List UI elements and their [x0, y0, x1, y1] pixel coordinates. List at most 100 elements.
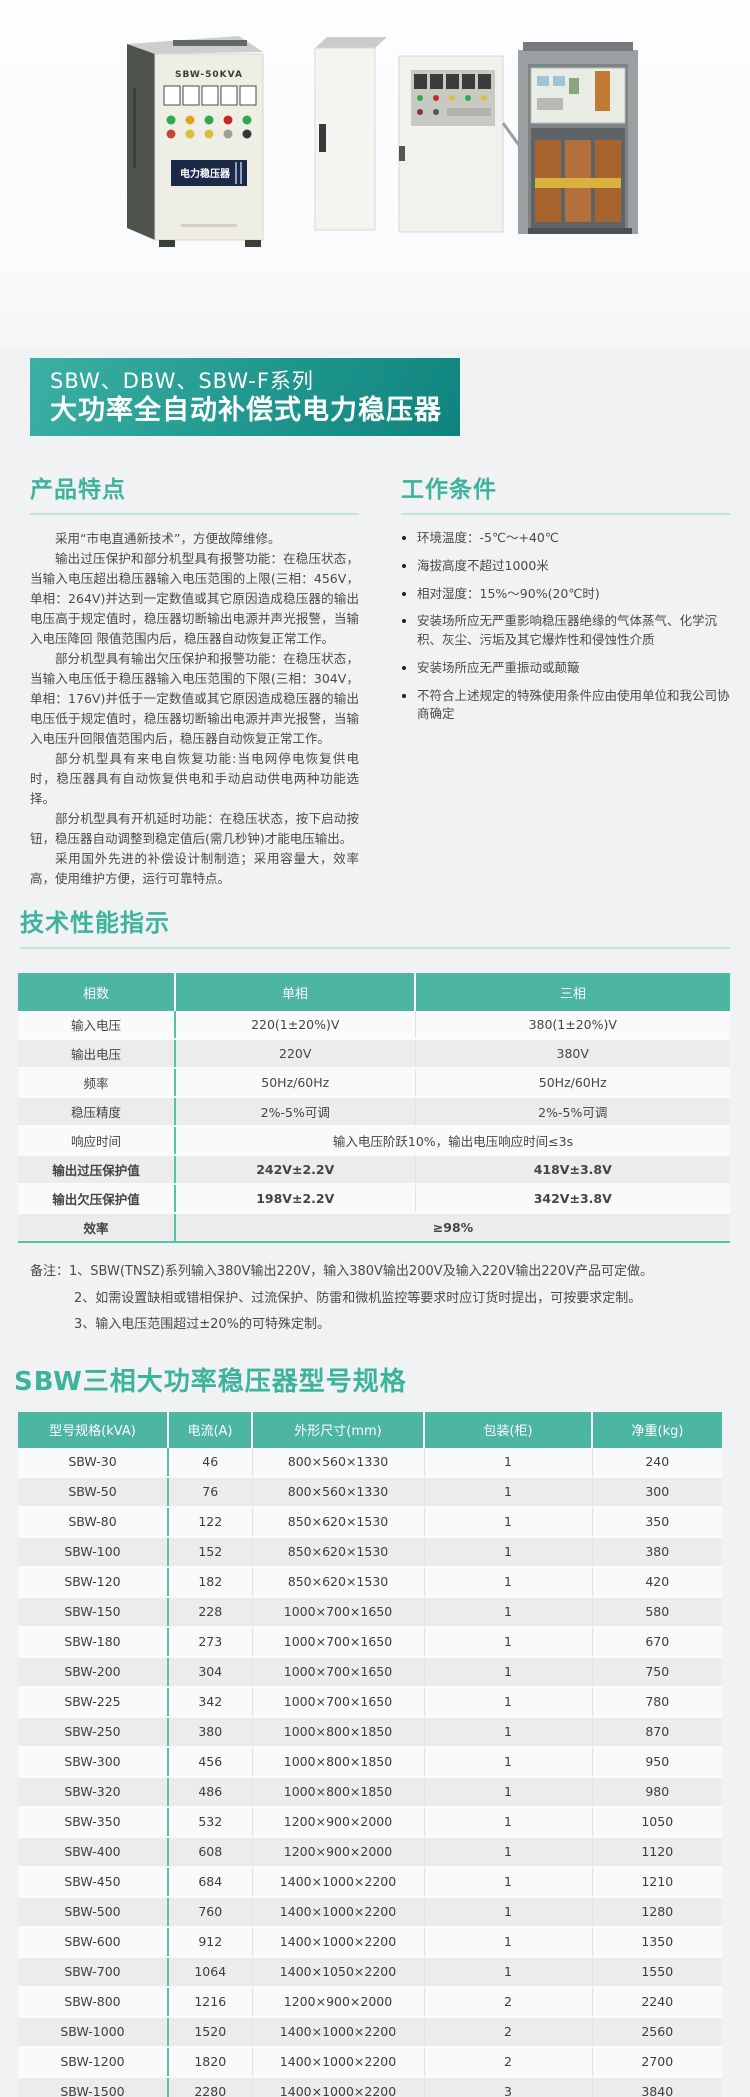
- tech-single-cell: 220V: [175, 1039, 416, 1069]
- model-row: SBW-180 273 1000×700×1650 1 670: [18, 1626, 722, 1658]
- model-cell: 1064: [168, 1956, 253, 1988]
- tech-label-cell: 频率: [18, 1068, 176, 1098]
- meter-row: [163, 85, 257, 106]
- product-title: 大功率全自动补偿式电力稳压器: [50, 395, 442, 427]
- condition-item: 相对湿度：15%～90%(20℃时): [417, 585, 730, 604]
- model-row: SBW-800 1216 1200×900×2000 2 2240: [18, 1986, 722, 2018]
- model-cell: 1: [424, 1476, 593, 1508]
- tech-three-cell: 2%-5%可调: [415, 1097, 730, 1127]
- model-row: SBW-400 608 1200×900×2000 1 1120: [18, 1836, 722, 1868]
- models-title: SBW三相大功率稳压器型号规格: [14, 1366, 407, 1397]
- model-cell: 800×560×1330: [252, 1447, 425, 1478]
- condition-item: 海拔高度不超过1000米: [417, 557, 730, 576]
- models-section: SBW三相大功率稳压器型号规格 型号规格(kVA) 电流(A) 外形尺寸(mm) 包装…: [14, 1361, 730, 2097]
- model-cell: 1000×700×1650: [252, 1626, 425, 1658]
- tech-row: 输出过压保护值 242V±2.2V 418V±3.8V: [18, 1155, 730, 1185]
- model-cell: 1350: [592, 1926, 722, 1958]
- model-cell: 1000×800×1850: [252, 1746, 425, 1778]
- model-cell: 1280: [592, 1896, 722, 1928]
- tech-row: 输出电压 220V 380V: [18, 1039, 730, 1069]
- models-header-cell: 净重(kg): [592, 1411, 722, 1448]
- feature-paragraph: 部分机型具有输出欠压保护和报警功能：在稳压状态，当输入电压低于稳压器输入电压范围…: [30, 651, 359, 746]
- indicator-buttons-row2: [166, 129, 252, 139]
- models-header-cell: 外形尺寸(mm): [252, 1411, 425, 1448]
- model-cell: 800×560×1330: [252, 1476, 425, 1508]
- model-cell: 350: [592, 1506, 722, 1538]
- note-line: 2、如需设置缺相或错相保护、过流保护、防雷和微机监控等要求时应订货时提出，可按要…: [74, 1290, 642, 1306]
- model-cell: SBW-50: [18, 1476, 169, 1508]
- model-cell: SBW-1000: [18, 2016, 169, 2048]
- model-row: SBW-300 456 1000×800×1850 1 950: [18, 1746, 722, 1778]
- model-cell: 2560: [592, 2016, 722, 2048]
- tech-title: 技术性能指示: [20, 909, 170, 937]
- model-cell: 456: [168, 1746, 253, 1778]
- model-cell: 1400×1000×2200: [252, 2016, 425, 2048]
- model-cell: 2700: [592, 2046, 722, 2078]
- product-photo-closed-cabinet: SBW-50KVA 电力稳压器: [127, 36, 264, 247]
- tech-single-cell: 220(1±20%)V: [175, 1011, 416, 1040]
- cabinet-front: [154, 53, 264, 241]
- model-cell: 2280: [168, 2076, 253, 2097]
- model-cell: 1210: [592, 1866, 722, 1898]
- model-cell: 1: [424, 1566, 593, 1598]
- tech-single-cell: 2%-5%可调: [175, 1097, 416, 1127]
- model-cell: SBW-350: [18, 1806, 169, 1838]
- model-row: SBW-1500 2280 1400×1000×2200 3 3840: [18, 2076, 722, 2097]
- door-handle: [319, 124, 326, 152]
- model-cell: SBW-400: [18, 1836, 169, 1868]
- model-row: SBW-320 486 1000×800×1850 1 980: [18, 1776, 722, 1808]
- models-spec-table: 型号规格(kVA) 电流(A) 外形尺寸(mm) 包装(柜) 净重(kg) SBW-30…: [18, 1411, 722, 2097]
- tech-three-cell: 50Hz/60Hz: [415, 1068, 730, 1098]
- tech-label-cell: 输出电压: [18, 1039, 176, 1069]
- model-cell: SBW-150: [18, 1596, 169, 1628]
- tech-label-cell: 输入电压: [18, 1011, 176, 1040]
- model-cell: 1: [424, 1866, 593, 1898]
- model-cell: 1000×700×1650: [252, 1656, 425, 1688]
- note-line: 备注：1、SBW(TNSZ)系列输入380V输出220V，输入380V输出200…: [30, 1264, 654, 1279]
- model-cell: 1400×1000×2200: [252, 1926, 425, 1958]
- features-underline: [30, 513, 359, 515]
- model-cell: SBW-250: [18, 1716, 169, 1748]
- condition-item: 环境温度：-5℃～+40℃: [417, 529, 730, 548]
- model-cell: 608: [168, 1836, 253, 1868]
- model-cell: 780: [592, 1686, 722, 1718]
- note-line: 3、输入电压范围超过±20%的可特殊定制。: [74, 1317, 331, 1333]
- model-row: SBW-1000 1520 1400×1000×2200 2 2560: [18, 2016, 722, 2048]
- tech-row: 稳压精度 2%-5%可调 2%-5%可调: [18, 1097, 730, 1127]
- conditions-underline: [401, 513, 730, 515]
- model-row: SBW-80 122 850×620×1530 1 350: [18, 1506, 722, 1538]
- cabinet-side: [127, 44, 155, 240]
- models-header-cell: 包装(柜): [424, 1411, 593, 1448]
- model-cell: 1400×1000×2200: [252, 2076, 425, 2097]
- tech-three-cell: 342V±3.8V: [415, 1184, 730, 1214]
- model-row: SBW-1200 1820 1400×1000×2200 2 2700: [18, 2046, 722, 2078]
- model-cell: 1400×1050×2200: [252, 1956, 425, 1988]
- model-cell: 1: [424, 1806, 593, 1838]
- model-cell: SBW-30: [18, 1447, 169, 1478]
- model-cell: 152: [168, 1536, 253, 1568]
- model-cell: SBW-800: [18, 1986, 169, 2018]
- models-header-row: 型号规格(kVA) 电流(A) 外形尺寸(mm) 包装(柜) 净重(kg): [18, 1411, 722, 1448]
- model-cell: SBW-320: [18, 1776, 169, 1808]
- model-cell: 380: [592, 1536, 722, 1568]
- model-cell: 750: [592, 1656, 722, 1688]
- feature-condition-columns: 产品特点 采用“市电直通新技术”，方便故障维修。 输出过压保护和部分机型具有报警功…: [30, 470, 730, 889]
- door-meter-panel: [411, 70, 495, 126]
- features-column: 产品特点 采用“市电直通新技术”，方便故障维修。 输出过压保护和部分机型具有报警功…: [30, 470, 359, 889]
- model-cell: 1: [424, 1836, 593, 1868]
- top-vent: [173, 40, 247, 46]
- model-cell: 2: [424, 2016, 593, 2048]
- tech-single-cell: 242V±2.2V: [175, 1155, 416, 1185]
- model-cell: SBW-700: [18, 1956, 169, 1988]
- model-cell: 420: [592, 1566, 722, 1598]
- model-cell: 870: [592, 1716, 722, 1748]
- model-row: SBW-500 760 1400×1000×2200 1 1280: [18, 1896, 722, 1928]
- model-cell: 1000×700×1650: [252, 1686, 425, 1718]
- model-cell: SBW-500: [18, 1896, 169, 1928]
- model-cell: 980: [592, 1776, 722, 1808]
- model-cell: 2240: [592, 1986, 722, 2018]
- model-cell: 1: [424, 1926, 593, 1958]
- tech-row: 响应时间 输入电压阶跃10%，输出电压响应时间≤3s: [18, 1126, 730, 1156]
- tech-row: 效率 ≥98%: [18, 1213, 730, 1243]
- foot: [159, 240, 175, 247]
